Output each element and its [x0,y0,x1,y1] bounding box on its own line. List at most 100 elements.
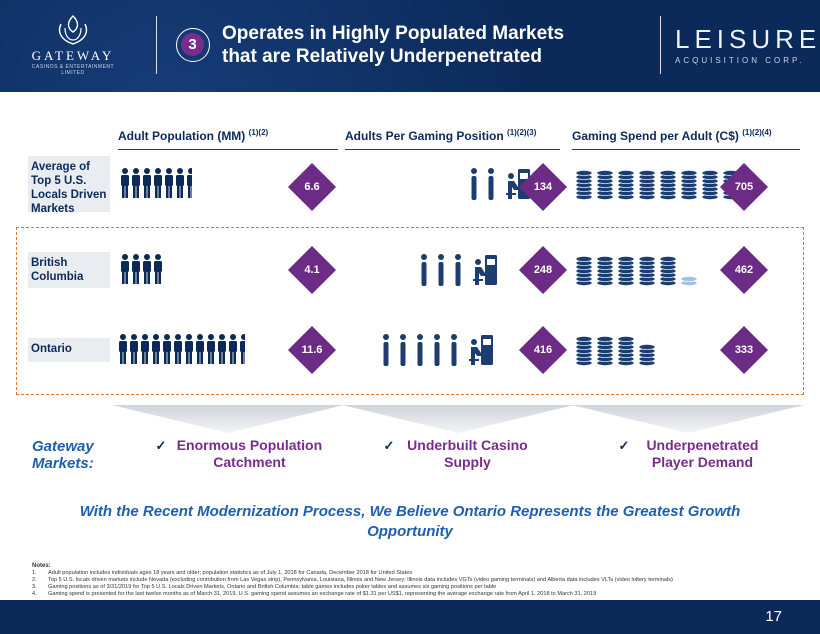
poker-chip-stack-icon [638,344,656,366]
adult-icon [383,334,389,366]
slot-machine-player-icon [473,255,497,285]
chip-stack-icons [575,253,698,287]
header-divider-right [660,16,661,74]
footnote-item: 2. Top 5 U.S. locals driven markets inclu… [32,577,673,583]
benefit-demand: ✓ Underpenetrated Player Demand [598,437,788,471]
tagline: With the Recent Modernization Process, W… [79,503,741,540]
slot-machine-player-icon [469,335,493,365]
spend-value: 333 [734,344,754,356]
poker-chip-stack-icon [596,170,614,200]
person-icon [132,168,140,198]
column-header-label: Adults Per Gaming Position [345,129,504,143]
canadian-markets-highlight-box [16,227,804,395]
row-label-british-columbia: British Columbia [28,252,110,288]
gateway-logo-name: GATEWAY [31,48,115,63]
person-icon [174,334,182,364]
person-icon [132,254,140,284]
footnote-item: 4. Gaming spend is presented for the last… [32,591,597,597]
gateway-markets-label: Gateway Markets: [32,438,94,472]
population-value: 4.1 [304,264,320,276]
person-icon [196,334,204,364]
slide-number: 3 [181,33,204,56]
footnotes-heading: Notes: [32,563,51,569]
gateway-logo: GATEWAY CASINOS & ENTERTAINMENT LIMITED [28,14,118,78]
person-icon [163,334,171,364]
adult-icon [451,334,457,366]
adults-per-position-value: 248 [533,264,553,276]
header-divider-left [156,16,157,74]
benefit-supply: ✓ Underbuilt Casino Supply [368,437,548,471]
adult-icon [400,334,406,366]
person-icon [143,168,151,198]
person-icon [121,168,129,198]
person-icon [218,334,226,364]
person-icon [165,168,173,198]
down-chevron-icon [112,405,344,433]
column-header-label: Gaming Spend per Adult (C$) [572,129,739,143]
benefit-text: Underpenetrated Player Demand [646,437,759,470]
population-value: 6.6 [304,181,320,193]
spend-value: 705 [734,181,754,193]
spend-value: 462 [734,264,754,276]
gateway-logo-subtitle: CASINOS & ENTERTAINMENT LIMITED [31,64,115,76]
poker-chip-stack-icon [575,256,593,286]
adult-figure-icons [470,167,532,201]
footnotes: Notes: 1. Adult population includes indiv… [32,563,802,598]
adult-icon [434,334,440,366]
person-icon [176,168,184,198]
adult-figure-icons [382,333,495,367]
poker-chip-stack-icon [617,256,635,286]
population-people-icons [118,333,249,365]
leisure-logo-subtitle: ACQUISITION CORP. [675,56,805,65]
person-icon [185,334,193,364]
page-title-line2: that are Relatively Underpenetrated [222,46,542,67]
page-number: 17 [765,608,782,625]
adult-figure-icons [420,253,499,287]
slide-number-badge: 3 [176,28,210,62]
person-icon [143,254,151,284]
poker-chip-stack-icon [701,170,719,200]
person-icon [229,334,237,364]
person-icon [207,334,215,364]
down-chevron-icon [342,405,574,433]
column-header-population: Adult Population (MM) (1)(2) [118,128,338,150]
poker-chip-stack-icon [638,256,656,286]
adult-icon [488,168,494,200]
column-header-spend: Gaming Spend per Adult (C$) (1)(2)(4) [572,128,800,150]
checkmark-icon: ✓ [383,438,395,453]
poker-chip-stack-icon [596,256,614,286]
adult-icon [421,254,427,286]
poker-chip-stack-icon [659,256,677,286]
page-title: Operates in Highly Populated Markets tha… [222,22,564,68]
person-icon [119,334,127,364]
column-header-label: Adult Population (MM) [118,129,246,143]
poker-chip-stack-icon [617,336,635,366]
poker-chip-stack-icon [617,170,635,200]
adult-icon [438,254,444,286]
adults-per-position-value: 416 [533,344,553,356]
person-icon [187,168,192,198]
population-people-icons [120,253,174,285]
row-label-us-markets: Average of Top 5 U.S. Locals Driven Mark… [28,156,110,215]
adult-icon [471,168,477,200]
gateway-crest-icon [58,15,88,45]
footer-bar: 17 [0,600,820,634]
person-icon [154,168,162,198]
checkmark-icon: ✓ [618,438,630,453]
adult-icon [455,254,461,286]
population-people-icons [120,167,196,199]
chip-stack-icons [575,167,740,201]
adult-icon [417,334,423,366]
adults-per-position-value: 134 [533,181,553,193]
page-title-line1: Operates in Highly Populated Markets [222,23,565,44]
person-icon [130,334,138,364]
slot-machine-player-icon [506,169,530,199]
checkmark-icon: ✓ [155,438,167,453]
column-header-note: (1)(2)(4) [742,128,772,137]
poker-chip-stack-icon [659,170,677,200]
person-icon [154,254,162,284]
poker-chip-stack-icon [680,276,698,286]
footnote-item: 1. Adult population includes individuals … [32,570,413,576]
header-bar: GATEWAY CASINOS & ENTERTAINMENT LIMITED … [0,0,820,92]
